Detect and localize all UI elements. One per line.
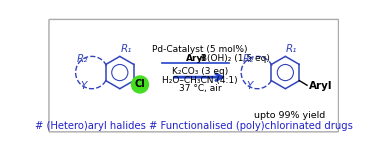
Text: H₂O–CH₃CN (4:1): H₂O–CH₃CN (4:1)	[162, 76, 238, 85]
Text: # (Hetero)aryl halides # Functionalised (poly)chlorinated drugs: # (Hetero)aryl halides # Functionalised …	[35, 121, 353, 131]
Text: Aryl: Aryl	[186, 54, 206, 63]
Text: R₁: R₁	[286, 44, 297, 54]
Text: R₂: R₂	[77, 54, 88, 64]
Text: K₂CO₃ (3 eq): K₂CO₃ (3 eq)	[172, 66, 228, 76]
Text: upto 99% yield: upto 99% yield	[254, 111, 325, 120]
Text: -B(OH)₂ (1.5 eq): -B(OH)₂ (1.5 eq)	[198, 54, 270, 63]
Text: Y: Y	[81, 81, 87, 91]
Text: 37 °C, air: 37 °C, air	[178, 84, 221, 93]
Text: Y: Y	[246, 81, 253, 91]
Text: R₁: R₁	[121, 44, 132, 54]
Text: Aryl: Aryl	[308, 81, 332, 91]
Text: Pd-Catalyst (5 mol%): Pd-Catalyst (5 mol%)	[152, 45, 248, 54]
Circle shape	[132, 76, 149, 93]
FancyBboxPatch shape	[49, 19, 338, 132]
Text: Cl: Cl	[135, 79, 146, 90]
Text: R₂: R₂	[243, 54, 254, 64]
